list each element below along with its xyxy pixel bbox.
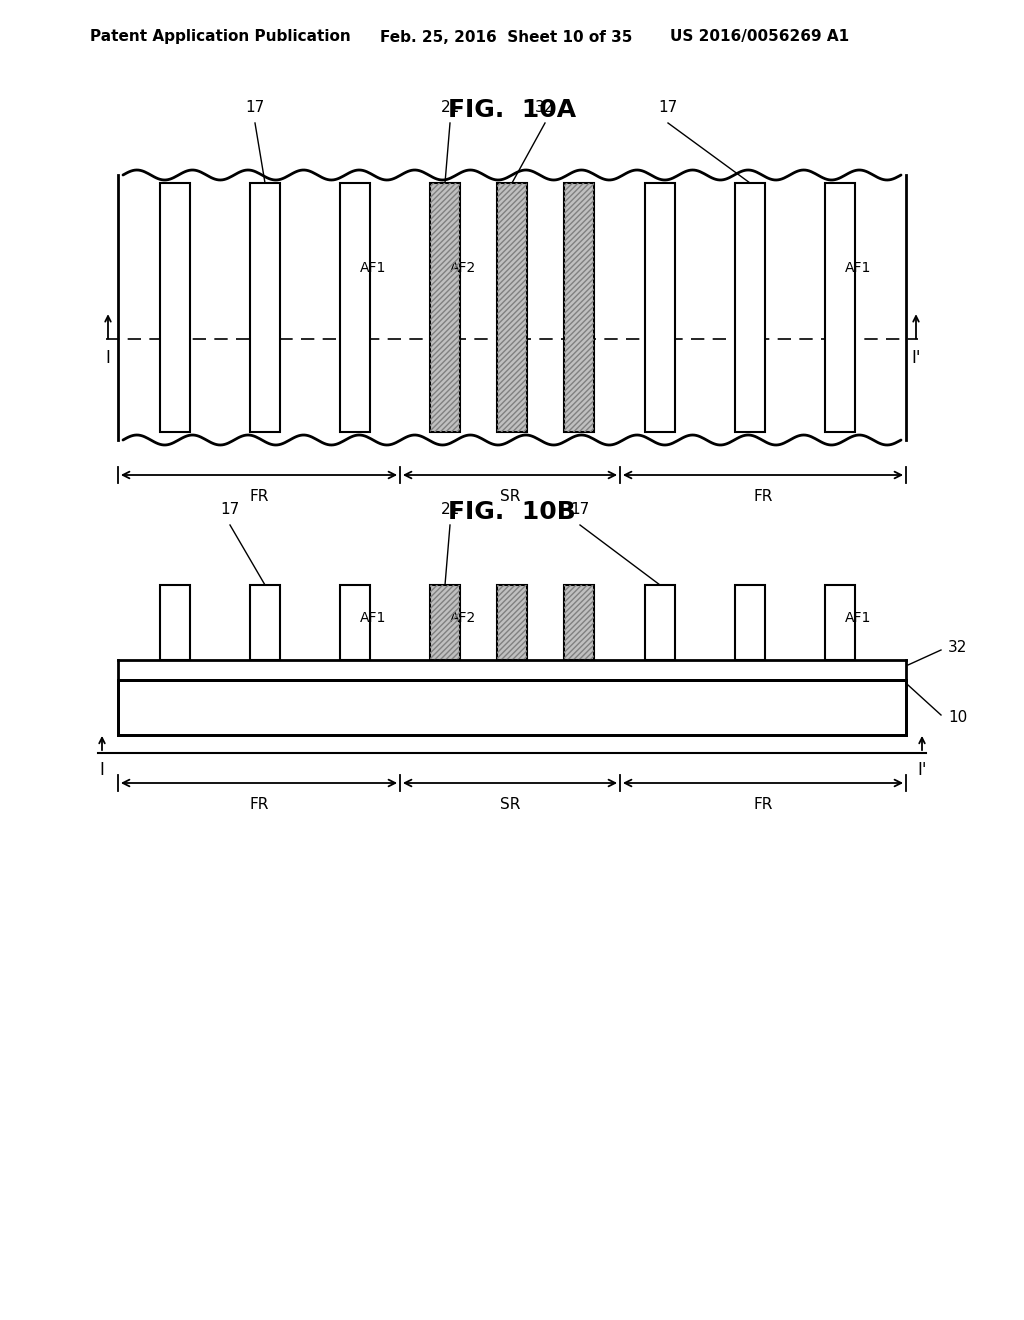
Bar [430,585,460,660]
Text: 10: 10 [948,710,968,725]
Text: I': I' [918,762,927,779]
Text: SR: SR [500,488,520,504]
Text: 21: 21 [440,502,460,517]
Text: I: I [105,350,111,367]
Text: 17: 17 [658,100,678,115]
Text: 17: 17 [246,100,264,115]
Text: FIG.  10B: FIG. 10B [449,500,575,524]
Bar [340,585,370,660]
Bar [564,585,594,660]
Bar [497,183,527,432]
Text: AF1: AF1 [845,260,871,275]
Text: SR: SR [500,797,520,812]
Bar [160,183,190,432]
Bar [118,680,906,735]
Text: FR: FR [754,797,773,812]
Bar [497,585,527,660]
Bar [825,585,855,660]
Bar [340,183,370,432]
Text: 17: 17 [570,502,590,517]
Bar [430,585,460,660]
Text: I': I' [911,350,921,367]
Bar [564,183,594,432]
Bar [250,585,280,660]
Text: I: I [99,762,104,779]
Text: 32: 32 [536,100,555,115]
Text: FIG.  10A: FIG. 10A [447,98,577,121]
Bar [497,585,527,660]
Text: Feb. 25, 2016  Sheet 10 of 35: Feb. 25, 2016 Sheet 10 of 35 [380,29,633,45]
Text: 17: 17 [220,502,240,517]
Bar [825,183,855,432]
Text: Patent Application Publication: Patent Application Publication [90,29,351,45]
Bar [250,183,280,432]
Text: 32: 32 [948,640,968,656]
Text: FR: FR [754,488,773,504]
Text: AF1: AF1 [360,610,386,624]
Text: US 2016/0056269 A1: US 2016/0056269 A1 [670,29,849,45]
Bar [645,183,675,432]
Bar [645,585,675,660]
Bar [735,183,765,432]
Text: FR: FR [249,797,268,812]
Bar [430,183,460,432]
Bar [564,585,594,660]
Text: AF2: AF2 [450,610,476,624]
Bar [430,183,460,432]
Text: 21: 21 [440,100,460,115]
Bar [497,183,527,432]
Bar [564,183,594,432]
Bar [160,585,190,660]
Bar [118,660,906,680]
Text: AF2: AF2 [450,260,476,275]
Text: AF1: AF1 [360,260,386,275]
Bar [735,585,765,660]
Text: AF1: AF1 [845,610,871,624]
Text: FR: FR [249,488,268,504]
